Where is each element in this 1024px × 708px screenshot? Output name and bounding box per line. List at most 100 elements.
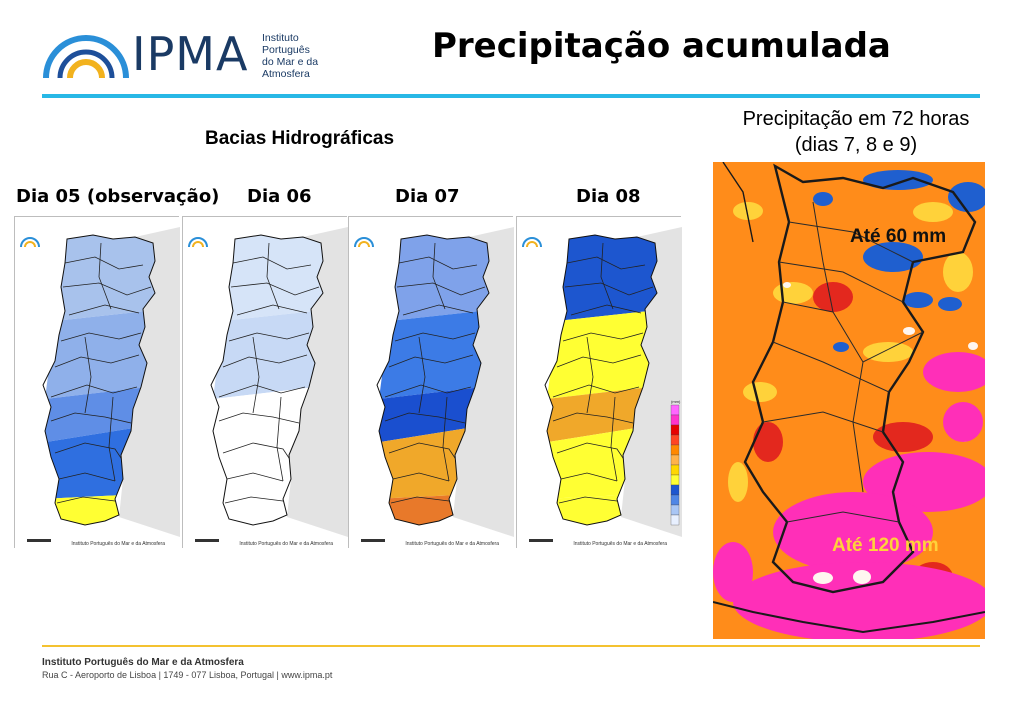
legend-swatch — [670, 474, 680, 486]
basin-region — [547, 309, 657, 399]
ipma-arc-icon — [43, 35, 129, 79]
basin-map-panel: Instituto Português do Mar e da Atmosfer… — [182, 216, 348, 549]
basin-map-panel: Instituto Português do Mar e da Atmosfer… — [348, 216, 514, 549]
basin-region — [213, 309, 323, 399]
precip-cell — [938, 297, 962, 311]
portugal-outline — [544, 234, 658, 526]
scale-bar — [361, 539, 385, 542]
legend-swatch — [670, 414, 680, 426]
footer-divider — [42, 645, 980, 647]
legend-swatch — [670, 404, 680, 416]
legend-swatch — [670, 444, 680, 456]
footer-address: Rua C - Aeroporto de Lisboa | 1749 - 077… — [42, 670, 333, 680]
precip-legend: (mm) — [670, 399, 681, 526]
basin-region — [55, 235, 155, 321]
legend-swatch — [670, 464, 680, 476]
precip-cell — [773, 492, 933, 572]
precip-cell — [743, 382, 777, 402]
basin-region — [379, 309, 489, 399]
legend-swatch — [670, 424, 680, 436]
precip-cell — [753, 422, 783, 462]
basin-map: Instituto Português do Mar e da Atmosfer… — [183, 217, 348, 549]
coastline — [713, 601, 985, 634]
precip-cell — [813, 282, 853, 312]
spain-land — [453, 227, 514, 537]
precip-cell — [728, 462, 748, 502]
page-title: Precipitação acumulada — [432, 26, 891, 66]
district-border — [852, 361, 864, 493]
precip-cell — [733, 202, 763, 220]
ipma-logo: IPMA Instituto Português do Mar e da Atm… — [40, 26, 340, 84]
basin-region — [545, 385, 657, 443]
scale-bar — [27, 539, 51, 542]
scale-bar — [529, 539, 553, 542]
district-border — [812, 201, 834, 313]
basin-region — [45, 309, 155, 399]
header-divider — [42, 94, 980, 98]
portugal-outline — [42, 234, 156, 526]
district-border — [778, 261, 904, 303]
precip-cell — [923, 352, 985, 392]
mini-logo-icon — [354, 237, 374, 248]
basin-map-panel: Instituto Português do Mar e da Atmosfer… — [14, 216, 180, 549]
legend-swatch — [670, 514, 680, 526]
precip-72h-map — [713, 162, 985, 639]
precip-cell — [948, 182, 985, 212]
precip-72h-title: Precipitação em 72 horas (dias 7, 8 e 9) — [742, 108, 970, 156]
spain-land — [119, 227, 180, 537]
day-label-05: Dia 05 (observação) — [16, 186, 220, 207]
precip-cell — [713, 542, 753, 602]
precip-cell — [813, 192, 833, 206]
basin-region — [223, 235, 323, 321]
portugal-outline — [210, 234, 324, 526]
legend-swatch — [670, 504, 680, 516]
precip-cell — [943, 252, 973, 292]
district-border — [772, 341, 890, 393]
precip-cell — [913, 202, 953, 222]
precip-cell — [943, 402, 983, 442]
basin-region — [43, 385, 155, 443]
basin-map-panel: Instituto Português do Mar e da Atmosfer… — [516, 216, 682, 549]
spain-land — [621, 227, 682, 537]
spain-land — [287, 227, 348, 537]
day-label-07: Dia 07 — [395, 186, 460, 207]
basin-region — [377, 385, 489, 443]
precip-cell — [903, 292, 933, 308]
district-border — [782, 301, 924, 363]
precip-cell — [853, 570, 871, 584]
precip-cell — [863, 242, 923, 272]
precip-cell — [863, 342, 913, 362]
precip-cell — [863, 170, 933, 190]
mini-logo-icon — [522, 237, 542, 248]
precip-cell — [773, 282, 813, 304]
precip-cell — [833, 342, 849, 352]
district-border — [786, 511, 900, 523]
mini-logo-icon — [188, 237, 208, 248]
precip-cell — [903, 327, 915, 335]
day-label-08: Dia 08 — [576, 186, 641, 207]
logo-subtitle: Instituto Português do Mar e da Atmosfer… — [262, 32, 319, 80]
precip-cell — [783, 282, 791, 288]
panel-credit: Instituto Português do Mar e da Atmosfer… — [405, 541, 499, 547]
mini-logo-icon — [20, 237, 40, 248]
legend-swatch — [670, 494, 680, 506]
panel-credit: Instituto Português do Mar e da Atmosfer… — [573, 541, 667, 547]
panel-credit: Instituto Português do Mar e da Atmosfer… — [239, 541, 333, 547]
portugal-outline — [376, 234, 490, 526]
district-border — [788, 221, 914, 263]
basin-map: Instituto Português do Mar e da Atmosfer… — [15, 217, 180, 549]
basins-title: Bacias Hidrográficas — [205, 128, 395, 149]
legend-swatch — [670, 454, 680, 466]
portugal-border — [743, 163, 977, 594]
basin-region — [389, 235, 489, 321]
legend-swatch — [670, 484, 680, 496]
day-label-06: Dia 06 — [247, 186, 312, 207]
legend-swatch — [670, 434, 680, 446]
svg-text:(mm): (mm) — [671, 399, 681, 404]
logo-text: IPMA — [132, 27, 249, 81]
annotation-north: Até 60 mm — [850, 226, 947, 247]
basin-map: Instituto Português do Mar e da Atmosfer… — [517, 217, 682, 549]
precip-cell — [813, 572, 833, 584]
panel-credit: Instituto Português do Mar e da Atmosfer… — [71, 541, 165, 547]
basin-map: Instituto Português do Mar e da Atmosfer… — [349, 217, 514, 549]
